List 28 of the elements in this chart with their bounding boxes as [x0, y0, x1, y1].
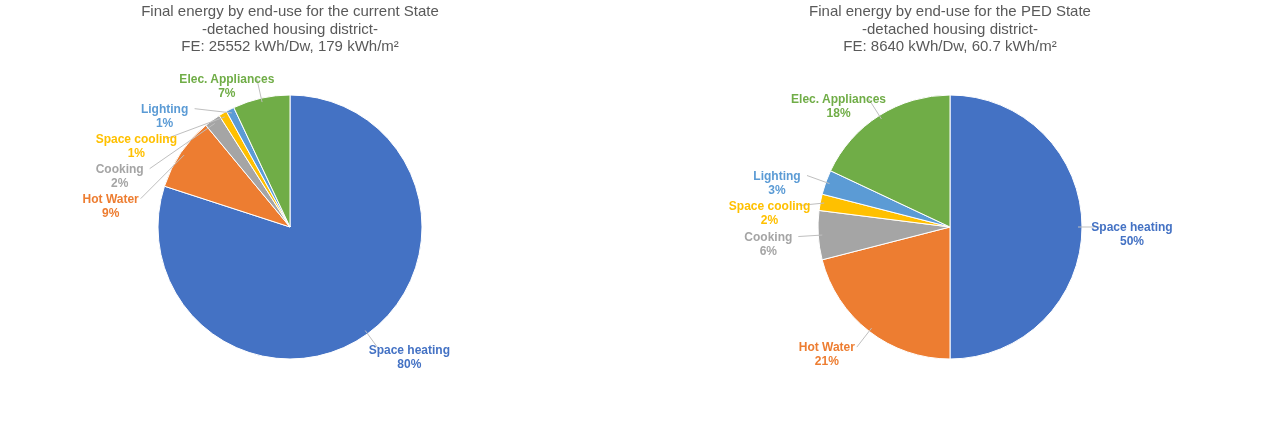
slice-label: Cooking — [95, 161, 144, 176]
data-label: 6% — [759, 243, 778, 258]
chart-title: Final energy by end-use for the current State — [141, 2, 439, 19]
slice-label: Hot Water — [798, 340, 856, 355]
chart-subtitle: -detached housing district- FE: 8640 kWh/Dw, 60.7 kWh/m² — [843, 20, 1057, 54]
slice-label: Lighting — [753, 168, 801, 183]
data-label: 1% — [127, 145, 146, 160]
data-label: 7% — [218, 85, 236, 100]
data-label: 9% — [101, 205, 120, 220]
slice-label: Space cooling — [95, 131, 177, 146]
slice-label: Space heating — [1091, 220, 1173, 234]
data-label: 80% — [397, 356, 422, 371]
slice-label: Cooking — [744, 229, 793, 244]
slice-label: Lighting — [140, 101, 189, 116]
data-label: 2% — [110, 175, 129, 190]
slice-label: Hot Water — [82, 191, 140, 206]
slice-label: Elec. Appliances — [791, 91, 887, 106]
data-label: 50% — [1119, 234, 1145, 248]
data-label: 21% — [814, 354, 840, 369]
slice-label: Space heating — [368, 342, 451, 357]
data-label: 2% — [760, 212, 779, 227]
slice-label: Space cooling — [728, 198, 811, 213]
data-label: 18% — [826, 105, 851, 120]
data-label: 3% — [768, 182, 786, 197]
slice-label: Elec. Appliances — [179, 71, 275, 86]
chart-title: Final energy by end-use for the PED State — [809, 2, 1091, 19]
chart-subtitle: -detached housing district- FE: 25552 kWh/Dw, 179 kWh/m² — [181, 20, 399, 54]
data-label: 1% — [155, 115, 174, 130]
